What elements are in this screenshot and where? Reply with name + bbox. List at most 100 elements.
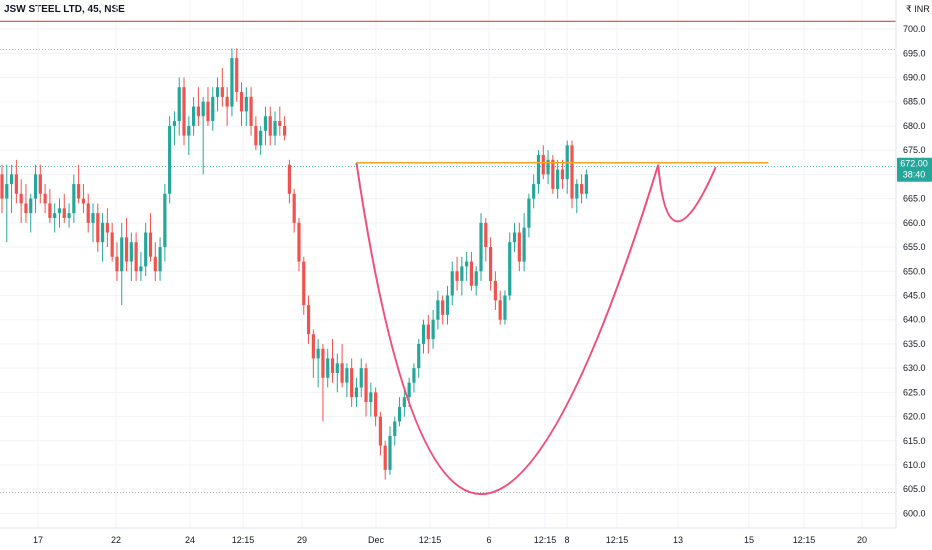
candle-body <box>321 348 325 378</box>
candle-body <box>77 184 81 199</box>
price-tick-label: 645.0 <box>903 290 926 300</box>
price-tick-label: 610.0 <box>903 460 926 470</box>
candle-body <box>575 184 579 199</box>
candle-body <box>354 387 359 398</box>
candle-body <box>201 101 205 117</box>
candle-body <box>579 184 584 194</box>
candle-body <box>536 155 541 185</box>
candle-body <box>335 363 339 373</box>
candle-body <box>43 193 47 204</box>
candle-body <box>187 125 191 136</box>
candle-body <box>129 242 133 262</box>
candle-body <box>153 256 157 272</box>
time-tick-label: 6 <box>486 535 491 545</box>
price-tick-label: 660.0 <box>903 218 926 228</box>
candle-body <box>225 96 229 107</box>
candle-body <box>192 106 196 126</box>
candle-body <box>474 271 478 286</box>
candle-body <box>259 130 263 146</box>
candle-body <box>158 247 162 272</box>
candle-body <box>48 203 52 218</box>
candle-body <box>479 222 483 272</box>
time-tick-label: 22 <box>111 535 121 545</box>
price-tick-label: 650.0 <box>903 266 926 276</box>
candle-body <box>369 392 373 403</box>
time-tick-label: 8 <box>564 535 569 545</box>
candle-body <box>163 193 167 248</box>
candle-body <box>412 368 416 383</box>
candle-body <box>407 382 411 398</box>
candle-body <box>431 319 435 340</box>
time-tick-label: 20 <box>857 535 867 545</box>
time-tick-label: 12:15 <box>232 535 255 545</box>
candle-body <box>359 368 363 388</box>
time-tick-label: 12:15 <box>793 535 816 545</box>
candle-body <box>120 237 124 272</box>
price-axis[interactable]: ₹ INR 600.0 605.0 610.0 615.0 620.0 625.0 630.… <box>895 0 930 528</box>
candle-body <box>330 358 335 373</box>
candle-body <box>455 271 459 281</box>
candle-body <box>24 203 28 214</box>
candle-body <box>139 266 143 272</box>
candle-body <box>374 392 378 417</box>
candle-body <box>91 213 95 223</box>
candle-body <box>503 295 507 320</box>
time-tick-label: 13 <box>673 535 683 545</box>
price-tick-label: 625.0 <box>903 387 926 397</box>
time-tick-label: 15 <box>744 535 754 545</box>
candle-body <box>196 106 200 117</box>
candle-body <box>551 159 555 189</box>
candle-body <box>450 271 454 296</box>
candle-body <box>522 227 526 262</box>
candle-body <box>172 121 177 126</box>
candle-body <box>177 87 181 122</box>
candle-body <box>287 164 291 194</box>
separator-2: , <box>98 4 105 15</box>
candle-body <box>560 169 565 180</box>
candle-body <box>441 300 445 315</box>
cup-curve <box>355 162 660 496</box>
drawings[interactable] <box>355 162 769 496</box>
candle-body <box>268 116 272 136</box>
candle-body <box>134 242 138 272</box>
candle-body <box>81 198 86 204</box>
candle-body <box>364 368 368 403</box>
candle-body <box>436 300 440 320</box>
candle-body <box>215 87 220 97</box>
candle-body <box>62 208 66 218</box>
candle-body <box>402 397 406 407</box>
candle-body <box>527 198 531 228</box>
separator-1: , <box>81 4 88 15</box>
candle-body <box>33 174 38 199</box>
candle-body <box>144 232 148 267</box>
price-tick-label: 655.0 <box>903 242 926 252</box>
time-tick-label: 12:15 <box>534 535 557 545</box>
candle-body <box>115 256 119 272</box>
candle-body <box>72 184 76 214</box>
price-tick-label: 600.0 <box>903 508 926 518</box>
grid <box>0 0 896 528</box>
candle-body <box>244 96 248 112</box>
candle-body <box>211 96 215 122</box>
candle-body <box>311 334 315 359</box>
candle-body <box>5 184 9 199</box>
candle-body <box>53 213 57 218</box>
price-tick-label: 690.0 <box>903 73 926 83</box>
candle-body <box>283 125 287 136</box>
badge-price: 672.00 <box>900 159 928 169</box>
time-axis[interactable]: 17 22 24 12:15 29 Dec 12:15 6 12:15 8 12:15 13 15 12:… <box>0 527 896 545</box>
price-tick-label: 695.0 <box>903 48 926 58</box>
candles[interactable] <box>0 48 588 480</box>
price-tick-label: 620.0 <box>903 412 926 422</box>
candle-body <box>67 213 71 218</box>
candle-body <box>345 368 349 383</box>
candle-body <box>38 174 42 194</box>
candle-body <box>421 324 426 344</box>
chart-header: JSW STEEL LTD, 45, NSE <box>4 4 125 15</box>
price-badge-box <box>897 157 932 182</box>
time-tick-label: 12:15 <box>606 535 629 545</box>
time-tick-label: 12:15 <box>419 535 442 545</box>
candle-body <box>249 96 253 126</box>
